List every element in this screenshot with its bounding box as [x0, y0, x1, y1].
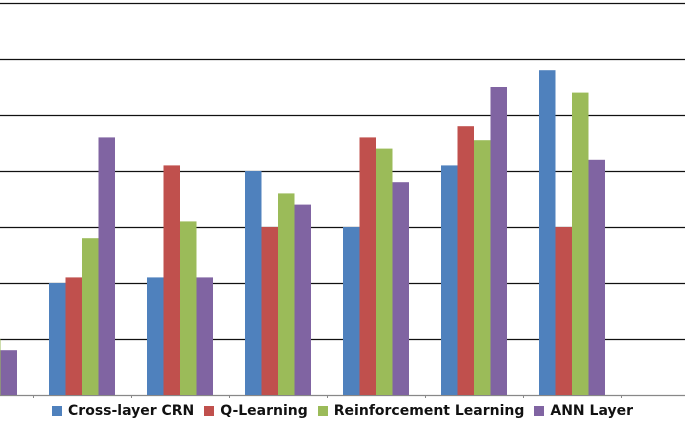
bar-ann-layer-3 [294, 204, 311, 395]
legend: Cross-layer CRN Q-Learning Reinforcement… [0, 398, 685, 424]
x-axis [33, 395, 622, 398]
legend-item-q-learning: Q-Learning [204, 403, 308, 419]
legend-label: Q-Learning [220, 403, 308, 419]
bar-cross-layer-crn-1 [49, 283, 66, 395]
bar-cross-layer-crn-4 [343, 227, 360, 395]
bar-cross-layer-crn-6 [539, 70, 556, 395]
bar-ann-layer-5 [490, 87, 507, 395]
bar-ann-layer-4 [392, 182, 409, 395]
bar-q-learning-2 [163, 165, 180, 395]
bar-reinforcement-learning-0 [0, 339, 1, 395]
bar-chart [0, 2, 685, 398]
legend-swatch [317, 406, 328, 416]
bar-reinforcement-learning-2 [180, 221, 197, 395]
bar-ann-layer-2 [196, 277, 213, 395]
legend-label: ANN Layer [550, 403, 633, 419]
bar-q-learning-1 [65, 277, 82, 395]
bar-reinforcement-learning-6 [572, 92, 589, 395]
bar-cross-layer-crn-5 [441, 165, 458, 395]
legend-swatch [204, 406, 215, 416]
bar-reinforcement-learning-4 [376, 148, 393, 395]
legend-swatch [52, 406, 63, 416]
legend-item-ann-layer: ANN Layer [534, 403, 633, 419]
bar-cross-layer-crn-2 [147, 277, 164, 395]
legend-label: Reinforcement Learning [333, 403, 525, 419]
bars [0, 70, 605, 395]
legend-item-reinforcement-learning: Reinforcement Learning [317, 403, 525, 419]
bar-q-learning-6 [555, 227, 572, 395]
bar-reinforcement-learning-1 [82, 238, 99, 395]
bar-reinforcement-learning-5 [474, 140, 491, 395]
legend-item-cross-layer-crn: Cross-layer CRN [52, 403, 194, 419]
bar-ann-layer-0 [0, 350, 17, 395]
bar-cross-layer-crn-3 [245, 171, 262, 395]
bar-q-learning-5 [457, 126, 474, 395]
bar-reinforcement-learning-3 [278, 193, 295, 395]
legend-label: Cross-layer CRN [68, 403, 195, 419]
bar-ann-layer-1 [98, 137, 115, 395]
legend-swatch [534, 406, 545, 416]
bar-q-learning-4 [359, 137, 376, 395]
bar-ann-layer-6 [588, 159, 605, 395]
bar-q-learning-3 [261, 227, 278, 395]
